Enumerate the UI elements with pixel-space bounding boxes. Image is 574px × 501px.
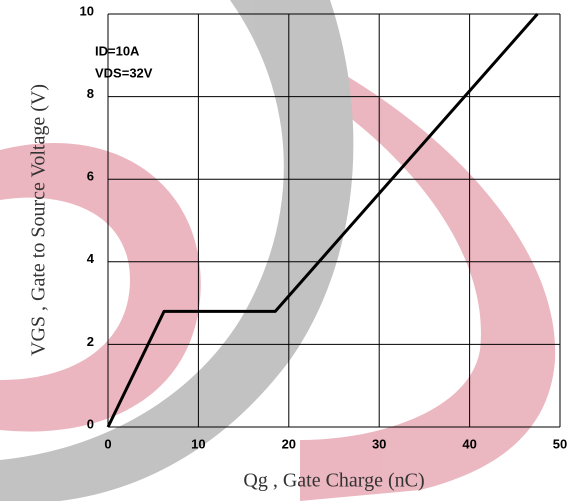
x-tick-label: 30 [372, 436, 386, 451]
y-tick-label: 0 [87, 416, 94, 431]
x-tick-label: 0 [104, 436, 111, 451]
y-tick-label: 2 [87, 334, 94, 349]
y-tick-label: 8 [87, 86, 94, 101]
x-axis-label: Qg , Gate Charge (nC) [243, 470, 424, 492]
y-tick-label: 10 [80, 3, 94, 18]
x-tick-label: 10 [191, 436, 205, 451]
y-tick-label: 6 [87, 169, 94, 184]
x-tick-label: 20 [282, 436, 296, 451]
plot-area: 0 2 4 6 8 10 0 10 20 30 40 50 [80, 3, 568, 451]
data-line [106, 13, 539, 428]
y-tick-label: 4 [87, 251, 95, 266]
x-tick-label: 40 [462, 436, 476, 451]
annotation: ID=10A [95, 43, 140, 58]
annotation: VDS=32V [95, 65, 153, 80]
x-tick-label: 50 [553, 436, 567, 451]
watermark [0, 0, 556, 501]
y-axis-label: VGS , Gate to Source Voltage (V) [28, 84, 50, 356]
